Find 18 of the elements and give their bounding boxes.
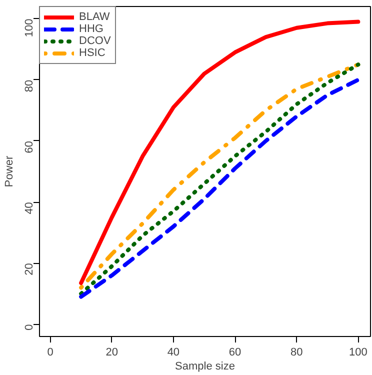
x-tick-label: 100 [349,346,368,358]
y-tick-label: 100 [24,18,36,38]
x-tick-label: 40 [167,346,180,358]
y-tick-label: 20 [24,263,36,276]
legend-label: HHG [79,23,104,35]
y-tick-label: 40 [24,202,36,214]
x-tick-label: 80 [290,346,303,358]
legend-label: HSIC [79,47,106,59]
x-tick-label: 0 [47,346,54,358]
legend-label: BLAW [79,11,110,23]
y-tick-label: 80 [24,80,36,92]
x-axis-title: Sample size [175,360,235,372]
y-axis-title: Power [4,156,16,188]
y-tick-label: 60 [24,140,36,154]
legend-label: DCOV [79,35,111,47]
x-tick-label: 60 [228,346,242,358]
x-tick-label: 20 [106,346,118,358]
y-tick-label: 0 [24,324,36,330]
